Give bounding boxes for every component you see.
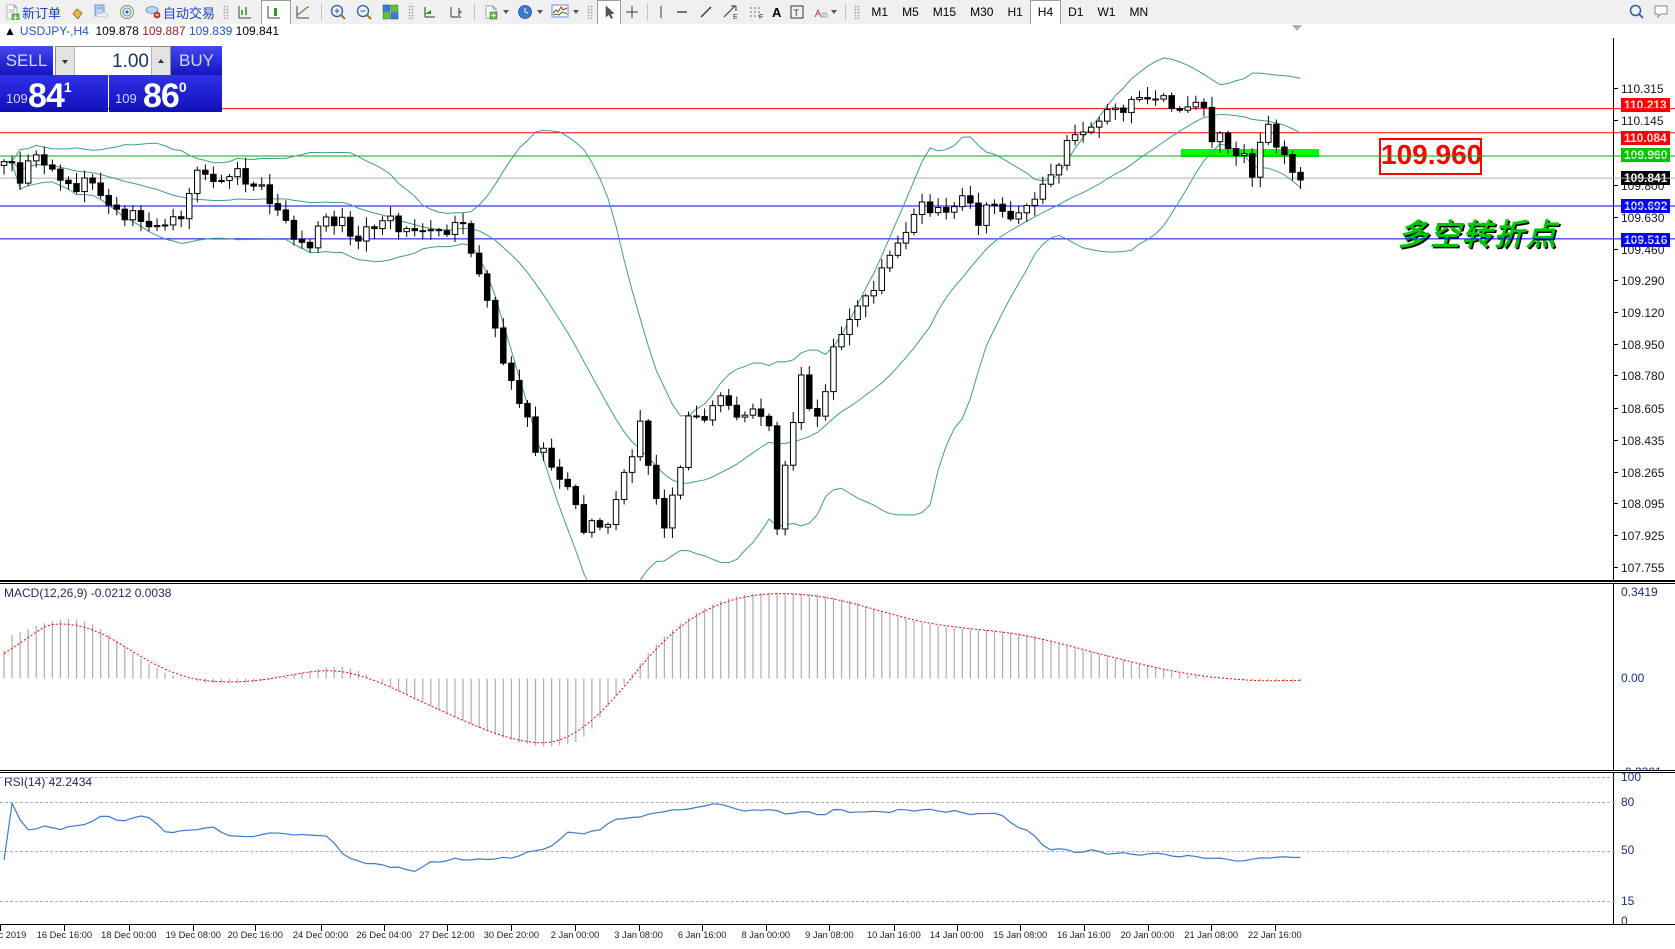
svg-text:T: T bbox=[794, 8, 800, 18]
svg-text:E: E bbox=[733, 14, 738, 20]
svg-text:F: F bbox=[759, 14, 763, 20]
